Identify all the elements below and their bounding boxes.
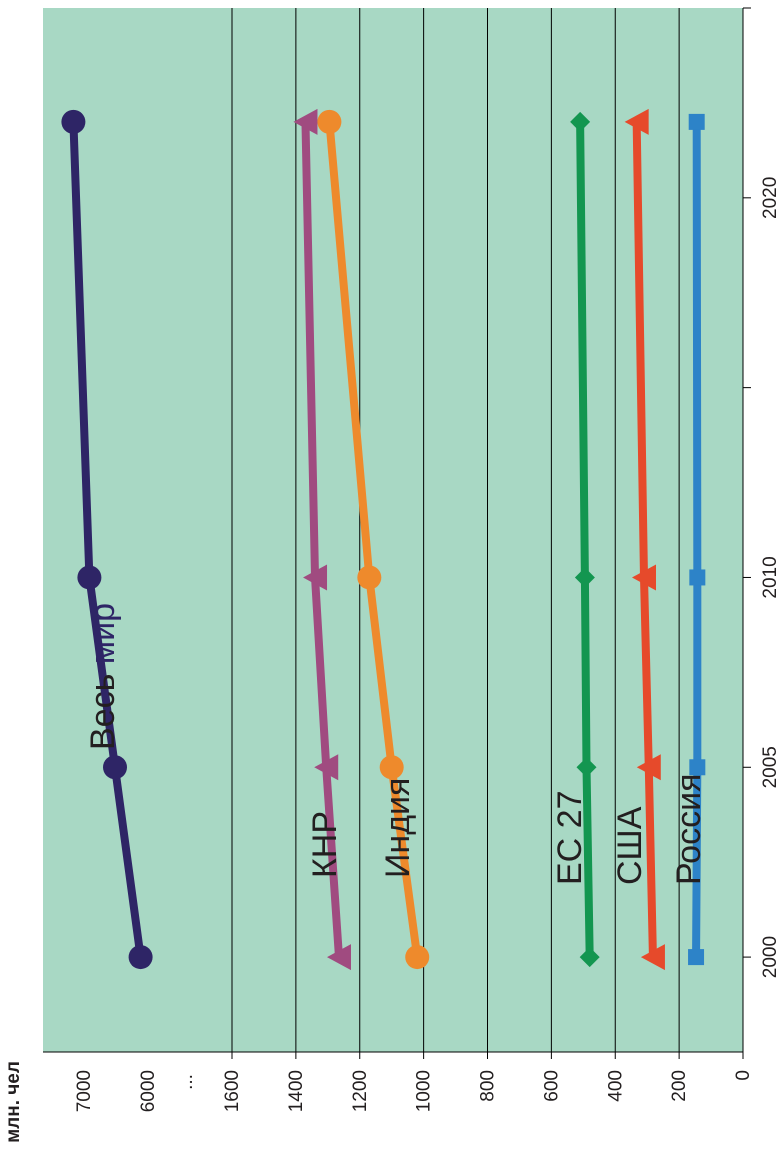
series-4 [624,108,665,971]
data-point-3-2005 [576,757,597,778]
series-1 [293,108,351,971]
y-tick-label-200: 200 [669,1070,690,1102]
y-tick-label-1000: 1000 [414,1070,435,1112]
gridlines [231,8,680,1052]
series-line-3 [576,117,594,962]
series-0 [61,109,153,970]
data-point-3-2022 [570,111,591,132]
y-axis-title: млн. чел [3,1061,24,1143]
data-point-5-2022 [688,113,705,130]
y-tick-label-600: 600 [541,1070,562,1102]
data-point-3-2010 [574,567,595,588]
x-tick-label-2000: 2000 [760,936,781,978]
series-5 [688,113,706,966]
data-point-4-2005 [636,754,661,781]
data-point-0-2005 [103,755,127,780]
data-point-5-2010 [689,569,706,586]
y-axis-break: ... [176,1074,197,1090]
series-3 [570,111,600,968]
series-line-2 [325,117,422,962]
series-label-3: ЕС 27 [551,791,589,886]
series-labels: Весь мир КНР Индия ЕС 27 США Россия [84,603,708,885]
data-point-5-2005 [689,759,706,776]
series-label-part: Весь [84,664,122,750]
y-tick-label-6000: 6000 [138,1070,159,1112]
y-tick-label-400: 400 [605,1070,626,1102]
axes [43,7,751,1059]
data-point-3-2000 [579,947,600,968]
tick-labels: 2000 2005 2010 2020 0 200 400 600 800 1000 1200 140… [3,177,781,1143]
y-tick-label-0: 0 [733,1070,754,1081]
data-point-5-2000 [688,949,705,966]
series-line-4 [632,117,657,962]
x-tick-label-2005: 2005 [760,746,781,788]
data-point-4-2010 [631,564,656,591]
y-tick-label-1400: 1400 [286,1070,307,1112]
series-label-5: Россия [670,774,708,886]
y-tick-label-800: 800 [478,1070,499,1102]
data-point-2-2005 [379,755,404,780]
y-tick-label-7000: 7000 [74,1070,95,1112]
series-label-part: мир [84,603,122,664]
x-tick-label-2010: 2010 [760,556,781,598]
data-point-2-2000 [405,945,430,970]
series-line-0 [69,117,145,962]
series-label-2: Индия [379,778,417,878]
data-point-2-2010 [357,565,382,590]
data-point-1-2010 [303,564,328,591]
series-label-0: Весь мир [84,603,122,750]
series-label-1: КНР [306,811,344,878]
data-point-1-2022 [293,108,318,135]
data-point-0-2000 [128,945,153,970]
series-line-1 [301,117,343,962]
series-label-4: США [611,806,649,885]
data-point-1-2000 [326,944,351,971]
data-point-2-2022 [317,109,342,134]
data-point-4-2000 [640,944,665,971]
y-tick-label-1200: 1200 [350,1070,371,1112]
data-point-0-2022 [61,109,86,134]
x-tick-label-2020: 2020 [760,177,781,219]
y-tick-label-1600: 1600 [222,1070,243,1112]
data-point-0-2010 [77,565,102,590]
data-point-4-2022 [624,108,649,135]
series-group [61,108,706,971]
plot-area [43,8,743,1052]
series-line-5 [692,117,702,962]
data-point-1-2005 [314,754,339,781]
series-2 [317,109,430,970]
